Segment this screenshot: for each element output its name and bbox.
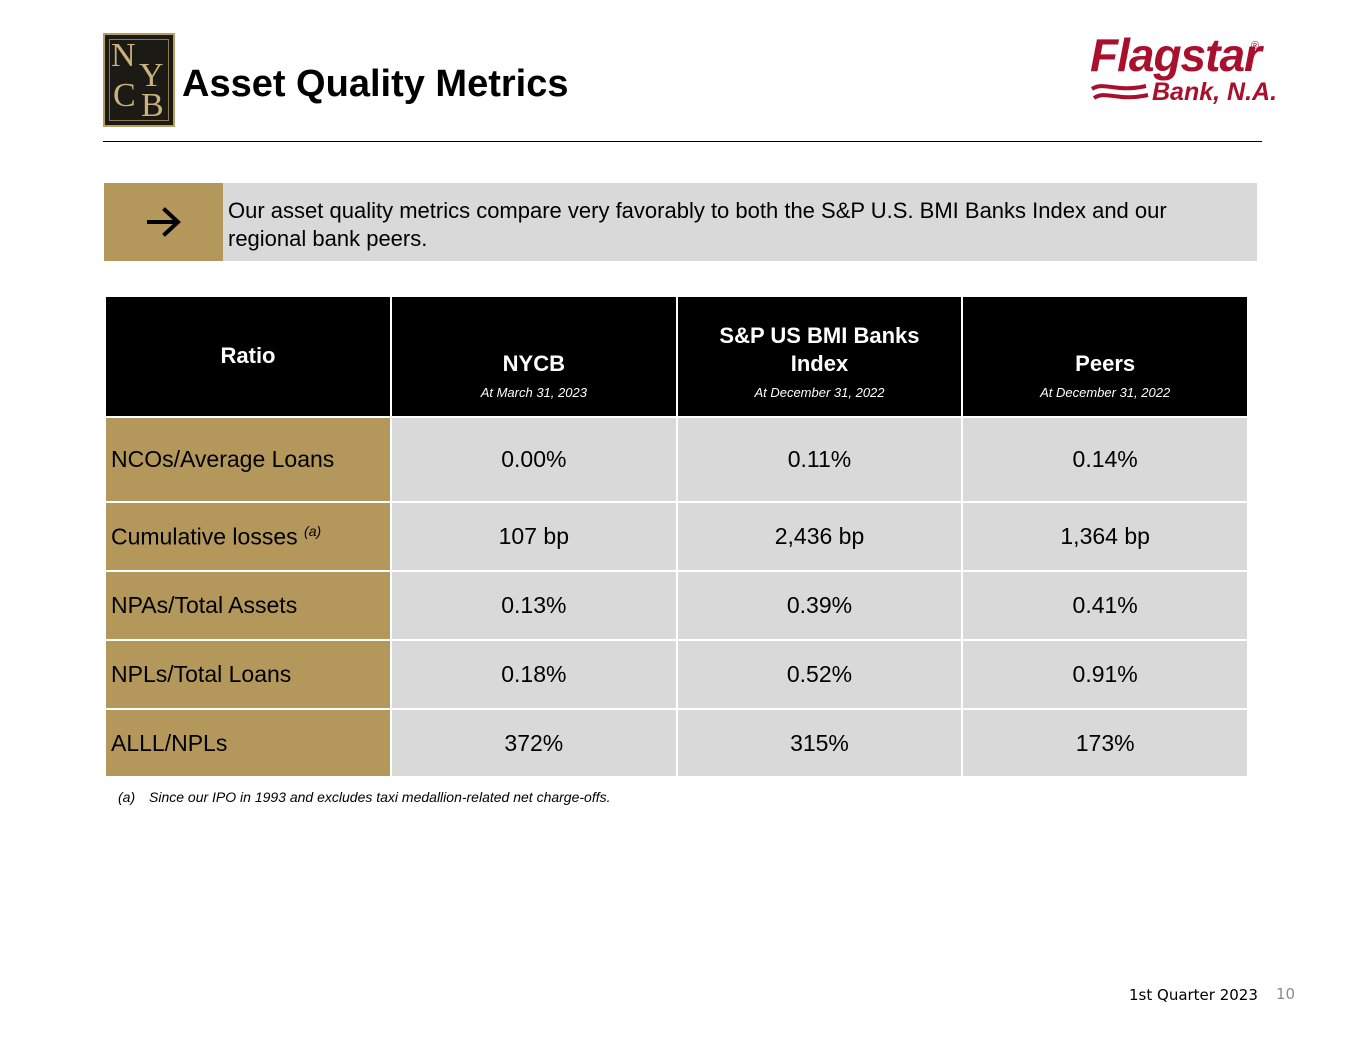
header-nycb-date: At March 31, 2023: [480, 385, 587, 400]
table-row: NPLs/Total Loans 0.18% 0.52% 0.91%: [104, 639, 1249, 710]
callout-arrow-box: [104, 183, 223, 261]
cell-sp-index: 0.52%: [675, 639, 964, 710]
table-row: Cumulative losses (a) 107 bp 2,436 bp 1,…: [104, 501, 1249, 572]
cell-sp-index: 0.11%: [675, 416, 964, 503]
footnote-marker: (a): [118, 789, 136, 805]
header-peers-date: At December 31, 2022: [1040, 385, 1171, 400]
page-title: Asset Quality Metrics: [182, 63, 569, 105]
cell-nycb: 107 bp: [390, 501, 678, 572]
cell-peers: 0.91%: [961, 639, 1249, 710]
cell-peers: 1,364 bp: [961, 501, 1249, 572]
header-sp-index: S&P US BMI Banks Index At December 31, 2…: [675, 295, 964, 418]
footnote: (a) Since our IPO in 1993 and excludes ta…: [118, 789, 611, 805]
cell-peers: 173%: [961, 708, 1249, 778]
header-sp-index-date: At December 31, 2022: [754, 385, 885, 400]
flagstar-logo-name: Flagstar: [1090, 29, 1262, 81]
footer-quarter: 1st Quarter 2023: [1129, 986, 1258, 1004]
page-number: 10: [1276, 985, 1296, 1003]
cell-nycb: 0.00%: [390, 416, 678, 503]
cell-sp-index: 2,436 bp: [675, 501, 964, 572]
row-label: ALLL/NPLs: [104, 708, 392, 778]
callout-text: Our asset quality metrics compare very f…: [228, 198, 1167, 251]
cell-peers: 0.41%: [961, 570, 1249, 641]
header-peers-label: Peers: [1075, 351, 1136, 376]
footnote-ref: (a): [304, 522, 322, 539]
cell-nycb: 0.18%: [390, 639, 678, 710]
table-header-row: Ratio NYCB At March 31, 2023 S&P US BMI …: [104, 295, 1249, 418]
header-nycb: NYCB At March 31, 2023: [390, 295, 678, 418]
cell-sp-index: 315%: [675, 708, 964, 778]
table-row: NCOs/Average Loans 0.00% 0.11% 0.14%: [104, 416, 1249, 503]
nycb-logo: N Y C B: [103, 33, 175, 127]
header-ratio: Ratio: [104, 295, 392, 418]
table-row: NPAs/Total Assets 0.13% 0.39% 0.41%: [104, 570, 1249, 641]
row-label: NPAs/Total Assets: [104, 570, 392, 641]
right-arrow-icon: [146, 207, 181, 237]
logo-letter-c: C: [113, 77, 136, 114]
header-nycb-label: NYCB: [502, 351, 565, 376]
registered-mark: ®: [1251, 40, 1260, 52]
cell-nycb: 372%: [390, 708, 678, 778]
row-label: Cumulative losses: [111, 523, 298, 550]
callout-box: Our asset quality metrics compare very f…: [104, 183, 1257, 261]
logo-letter-n: N: [111, 37, 136, 74]
logo-letter-y: Y: [139, 57, 164, 94]
flagstar-logo-subline: Bank, N.A.: [1152, 78, 1278, 106]
cell-sp-index: 0.39%: [675, 570, 964, 641]
flagstar-logo: Flagstar ® Bank, N.A.: [1090, 29, 1277, 110]
header-ratio-label: Ratio: [220, 343, 276, 368]
row-label: NPLs/Total Loans: [104, 639, 392, 710]
logo-letter-b: B: [141, 87, 164, 124]
row-label: NCOs/Average Loans: [104, 416, 392, 503]
cell-peers: 0.14%: [961, 416, 1249, 503]
cell-nycb: 0.13%: [390, 570, 678, 641]
header-peers: Peers At December 31, 2022: [961, 295, 1249, 418]
header-sp-index-label: S&P US BMI Banks Index: [719, 323, 920, 376]
footnote-text: Since our IPO in 1993 and excludes taxi …: [149, 789, 611, 805]
row-label-cell: Cumulative losses (a): [104, 501, 392, 572]
asset-quality-table: Ratio NYCB At March 31, 2023 S&P US BMI …: [104, 295, 1249, 778]
table-row: ALLL/NPLs 372% 315% 173%: [104, 708, 1249, 778]
header-divider: [103, 141, 1262, 142]
flag-wave-icon: [1090, 84, 1149, 100]
